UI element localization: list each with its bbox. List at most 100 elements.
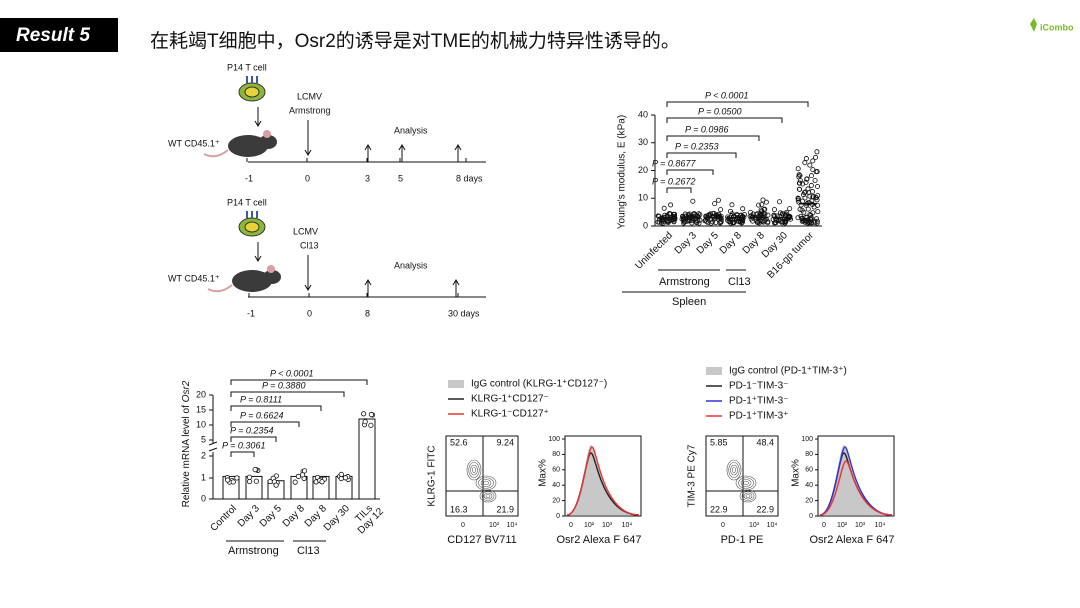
arrow-head — [452, 279, 460, 286]
dot — [273, 482, 279, 488]
mouse-icon — [263, 130, 271, 138]
x-tick-label: 0 — [822, 522, 826, 529]
contour — [735, 475, 757, 491]
y-tick-label: 0 — [201, 493, 206, 503]
dot — [659, 218, 665, 224]
dot — [690, 198, 696, 204]
x-tick-label: 0 — [721, 522, 725, 529]
contour — [483, 492, 493, 500]
y-tick-label: 5 — [201, 434, 206, 444]
mouse-icon — [259, 135, 277, 149]
y-axis-label: Max% — [538, 459, 549, 487]
x-tick-label: 0 — [569, 522, 573, 529]
dot — [756, 202, 762, 208]
dot — [362, 419, 368, 425]
quadrant-value: 22.9 — [756, 504, 774, 514]
mouse-label: WT CD45.1⁺ — [168, 273, 220, 283]
contour — [738, 477, 754, 489]
dot — [666, 218, 672, 224]
x-tick-label: 10³ — [602, 522, 613, 529]
mouse-icon — [228, 135, 268, 157]
dot — [807, 193, 813, 199]
dot — [718, 207, 724, 213]
quadrant-value: 52.6 — [450, 437, 468, 447]
dot — [799, 218, 805, 224]
contour — [740, 479, 752, 487]
hist-line — [819, 460, 893, 516]
dot — [361, 411, 367, 417]
dot — [798, 202, 804, 208]
dot — [812, 178, 818, 184]
y-tick-label: 80 — [552, 451, 560, 458]
plot-frame — [817, 435, 895, 517]
timeline-tick: 0 — [307, 308, 312, 318]
bar — [358, 418, 376, 500]
x-tick-label: 10² — [584, 522, 595, 529]
dot — [785, 214, 791, 220]
dot — [661, 205, 667, 211]
dot — [253, 478, 259, 484]
dot — [247, 478, 253, 485]
hist-line — [566, 446, 640, 516]
dot — [726, 219, 732, 225]
dot — [815, 209, 821, 215]
bracket — [666, 117, 783, 123]
dot — [368, 411, 374, 418]
legend-label: PD-1⁺TIM-3⁺ — [729, 411, 788, 422]
contour — [743, 492, 753, 500]
dot — [802, 160, 808, 166]
dot — [815, 184, 821, 190]
dot — [731, 219, 737, 225]
timeline-tick: -1 — [245, 173, 253, 183]
dot — [754, 219, 760, 225]
slide-label: Result 5 — [16, 25, 90, 46]
y-tick-label: 1 — [201, 472, 206, 482]
x-tick-label: 10⁴ — [507, 522, 518, 529]
quadrant-value: 22.9 — [710, 504, 728, 514]
dot — [812, 218, 818, 224]
bracket — [666, 135, 760, 141]
contour — [475, 475, 497, 491]
x-axis-label: CD127 BV711 — [447, 534, 517, 546]
y-tick-label: 80 — [805, 451, 813, 458]
y-tick-label: 100 — [801, 436, 813, 443]
dot — [771, 207, 777, 213]
category-label: B16-gp tumor — [765, 230, 816, 281]
dot — [715, 197, 721, 203]
bracket — [230, 421, 300, 427]
p-value: P = 0.6624 — [240, 410, 283, 420]
dot — [246, 474, 253, 480]
dot — [739, 220, 745, 226]
dot — [658, 220, 664, 226]
dot — [230, 479, 236, 485]
category-label: Day 3 — [673, 230, 700, 257]
dot — [795, 166, 801, 172]
dot — [301, 468, 308, 474]
y-tick-label: 30 — [638, 137, 648, 147]
y-tick-label: 0 — [809, 513, 813, 520]
x-tick-label: 10⁴ — [767, 522, 778, 529]
legend-label: IgG control (PD-1⁺TIM-3⁺) — [729, 366, 847, 377]
dot — [681, 220, 687, 226]
group-label: Armstrong — [659, 276, 710, 288]
dot — [797, 173, 803, 179]
dot — [779, 220, 785, 226]
arrow-head — [254, 120, 262, 127]
arrow-head — [398, 144, 406, 151]
cell-label: P14 T cell — [227, 62, 267, 72]
bracket — [666, 169, 714, 175]
dot — [759, 202, 765, 208]
legend-label: IgG control (KLRG-1⁺CD127⁻) — [471, 379, 607, 390]
category-label: Day 5 — [695, 230, 722, 257]
y-tick-label: 10 — [196, 419, 206, 429]
category-label: Control — [208, 503, 239, 534]
bracket — [230, 405, 322, 411]
y-tick-label: 0 — [643, 220, 648, 230]
timeline-tick: 8 days — [456, 173, 483, 183]
cell-icon — [244, 221, 260, 233]
dot — [808, 173, 814, 179]
quadrant-value: 16.3 — [450, 504, 468, 514]
quadrant-value: 9.24 — [496, 437, 514, 447]
quadrant-value: 48.4 — [756, 437, 774, 447]
contour — [478, 477, 494, 489]
